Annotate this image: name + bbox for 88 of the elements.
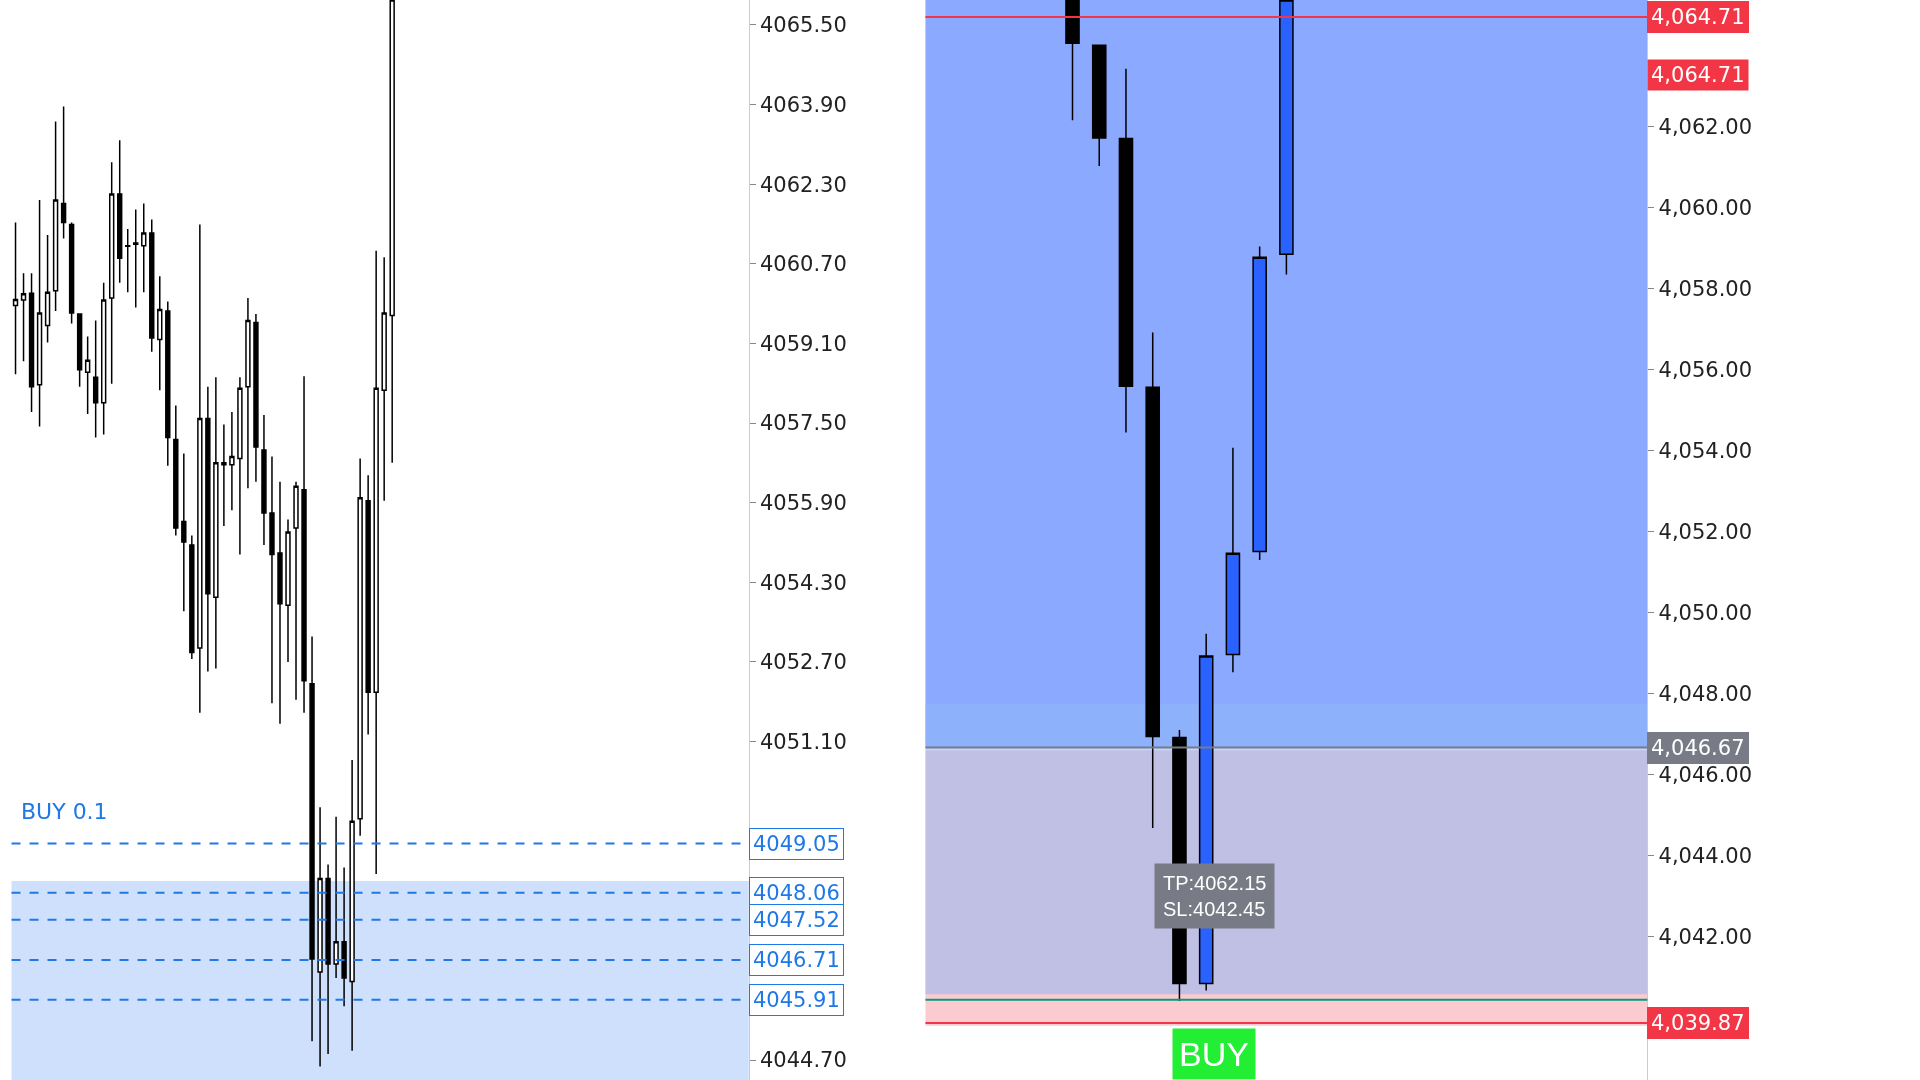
candlestick [1145,331,1161,829]
ref-line-label: 4,064.71 [1651,5,1745,29]
y-tick-label: 4,056.00 [1658,358,1753,383]
candlestick [357,457,363,837]
candlestick [221,423,227,527]
candlestick [237,376,243,556]
ref-line-label: 4,046.67 [1651,736,1745,760]
candlestick [245,297,251,489]
candlestick [365,474,371,736]
candlestick [125,228,131,293]
candlestick [349,759,355,1052]
candlestick [189,534,195,660]
annotation: BUY [1179,1035,1249,1073]
y-tick-label: 4,062.00 [1658,115,1753,140]
candlestick [52,120,59,312]
candlestick [1279,0,1294,276]
candlestick [229,411,235,511]
ref-line-label: 4046.71 [753,948,840,972]
ref-line-label: 4047.52 [753,908,840,932]
candlestick [1252,245,1267,561]
candlestick [108,161,115,385]
candlestick [261,414,267,546]
candlestick [44,234,51,344]
y-tick-label: 4,046.00 [1658,763,1753,788]
y-tick-label: 4063.90 [760,92,847,117]
ref-line-label: 4048.06 [753,881,840,905]
y-tick-label: 4065.50 [760,13,847,38]
candlestick [333,815,339,979]
candlestick [36,199,43,428]
y-tick-label: 4052.70 [760,650,847,675]
y-tick-label: 4,042.00 [1658,925,1753,949]
candlestick [68,221,75,325]
candlestick [116,139,123,284]
y-tick-label: 4054.30 [760,570,847,595]
ref-line-label: 4049.05 [753,832,840,856]
candlestick [100,281,107,436]
y-tick-label: 4060.70 [760,252,847,277]
y-tick-label: 4062.30 [760,172,847,197]
candlestick [277,481,283,725]
y-tick-label: 4044.70 [760,1048,847,1073]
candlestick [309,635,315,1042]
ref-line-label: 4,039.87 [1651,1011,1745,1035]
y-tick-label: 4,054.00 [1658,439,1753,464]
y-tick-label: 4,060.00 [1658,196,1753,221]
candlestick [76,313,83,388]
candlestick [341,866,347,1008]
candlestick [141,202,147,293]
y-tick-label: 4,050.00 [1658,601,1753,626]
candlestick [381,256,387,502]
y-tick-label: 4055.90 [760,491,847,516]
y-tick-label: 4,052.00 [1658,520,1753,545]
candlestick [84,335,91,415]
candlestick [285,518,291,663]
candlestick [133,208,139,309]
candlestick [269,455,275,704]
ref-line-label: 4045.91 [753,988,840,1012]
candlestick [197,223,203,714]
candlestick [317,806,323,1068]
y-tick-label: 4,058.00 [1658,277,1753,302]
candlestick [205,385,211,673]
candlestick [1118,68,1134,434]
candlestick [325,863,331,1055]
y-tick-label: 4,048.00 [1658,682,1753,707]
text: 4,064.71 [1651,63,1745,87]
candlestick [28,272,35,413]
candlestick [60,105,67,240]
candlestick [1225,447,1241,673]
y-tick-label: 4,044.00 [1658,844,1753,869]
candlestick [253,313,259,483]
annotation: TP:4062.15 SL:4042.45 [1163,872,1267,920]
candlestick [213,376,219,670]
candlestick [181,452,187,612]
candlestick [1091,44,1107,167]
y-tick-label: 4057.50 [760,411,847,436]
candlestick [92,319,99,439]
annotation: BUY 0.1 [21,799,108,824]
candlestick [1065,0,1080,122]
candlestick [173,404,179,537]
y-tick-label: 4051.10 [760,729,847,754]
candlestick [293,481,299,701]
candlestick [165,300,171,467]
candlestick [373,250,379,875]
candlestick [301,375,307,714]
candlestick [149,218,155,353]
candlestick [20,272,27,363]
candlestick [12,221,19,376]
candlestick [157,275,163,391]
y-tick-label: 4059.10 [760,331,847,356]
